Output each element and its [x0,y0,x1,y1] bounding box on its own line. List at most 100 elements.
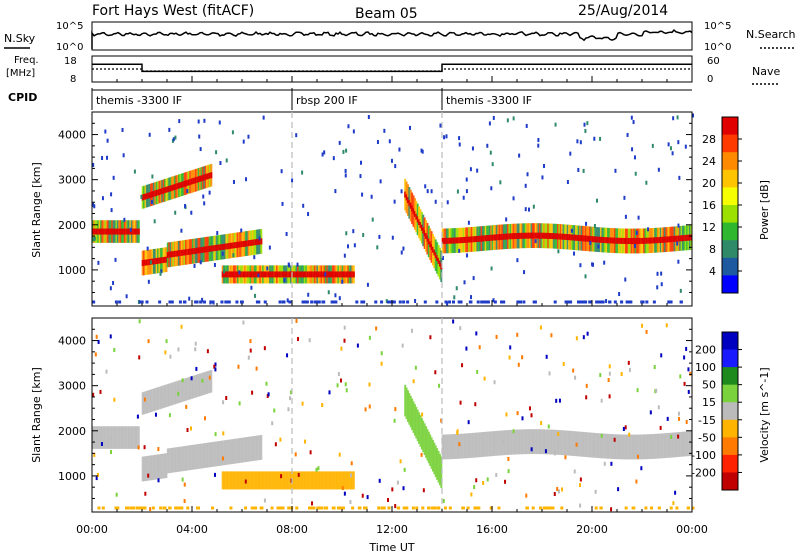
echo-scatter [287,407,290,412]
echo-cell [240,437,243,463]
echo-scatter [114,257,117,262]
echo-scatter [633,155,636,160]
echo-core [569,234,572,241]
echo-core [249,240,252,247]
echo-scatter [564,455,567,460]
echo-scatter [198,134,201,139]
echo-scatter [599,136,602,141]
nave-tick-bottom: 0 [707,74,713,85]
echo-core [650,237,653,244]
echo-cell [198,443,201,469]
echo-cell [545,429,548,455]
echo-cell [250,436,253,462]
echo-core [466,236,469,243]
echo-core [241,271,244,278]
echo-cell [330,471,333,490]
echo-core [625,237,628,244]
echo-scatter [186,189,189,194]
echo-scatter [445,134,448,139]
echo-core [659,236,662,243]
echo-core [208,245,211,252]
echo-core [547,232,550,239]
echo-scatter [361,493,364,498]
echo-scatter [470,492,473,497]
echo-cell [437,450,440,483]
echo-cell [262,471,265,490]
echo-ground [101,506,105,510]
colorbar-swatch [722,134,738,153]
echo-scatter [121,127,124,132]
echo-scatter [402,246,405,251]
echo-scatter [505,412,508,417]
echo-ground [497,506,501,510]
echo-core [100,228,103,235]
echo-core [175,183,178,190]
echo-ground [168,506,172,510]
echo-core [476,235,479,242]
echo-cell [158,386,161,410]
echo-scatter [232,179,235,184]
echo-scatter [475,478,478,483]
echo-cell [470,432,473,458]
echo-scatter [334,293,337,298]
nsky-tick-top: 10^5 [56,21,83,32]
echo-cell [455,434,458,459]
echo-cell [179,446,182,472]
echo-core [203,174,206,181]
echo-ground [484,300,488,304]
echo-core [112,228,115,235]
echo-cell [634,434,637,460]
echo-ground [631,506,635,510]
echo-ground [542,506,546,510]
echo-ground [548,506,552,510]
station-title: Fort Hays West (fitACF) [92,3,254,19]
echo-core [130,228,133,235]
echo-core [530,232,533,239]
echo-core [331,271,334,278]
echo-scatter [537,138,540,143]
echo-cell [526,429,529,455]
echo-scatter [634,171,637,176]
echo-core [469,236,472,243]
echo-cell [631,434,634,460]
echo-core [204,174,207,181]
echo-cell [187,445,190,471]
echo-cell [135,426,138,449]
echo-scatter [356,343,359,348]
echo-scatter [458,248,461,253]
echo-cell [242,471,245,490]
echo-scatter [620,371,623,376]
echo-core [230,271,233,278]
echo-ground [195,300,199,304]
echo-core [329,271,332,278]
echo-scatter [240,228,243,233]
echo-scatter [414,298,417,303]
echo-cell [257,471,260,490]
echo-scatter [459,400,462,405]
echo-cell [176,447,179,472]
echo-core [109,228,112,235]
echo-scatter [465,346,468,351]
echo-core [687,234,690,241]
echo-cell [563,430,566,456]
echo-core [249,271,252,278]
echo-core [320,271,323,278]
echo-scatter [370,194,373,199]
echo-ground [226,300,230,304]
echo-scatter [343,338,346,343]
echo-cell [255,471,258,490]
echo-scatter [475,331,478,336]
echo-ground [177,506,181,510]
echo-scatter [280,474,283,479]
echo-core [620,237,623,244]
echo-cell [472,432,475,458]
echo-cell [661,433,664,459]
echo-scatter [545,354,548,359]
y-tick-label: 3000 [58,380,86,393]
echo-cell [302,471,305,490]
echo-cell [186,445,189,471]
echo-cell [101,426,104,449]
colorbar-tick-label: 15 [702,396,716,409]
echo-cell [305,471,308,490]
echo-core [93,228,96,235]
